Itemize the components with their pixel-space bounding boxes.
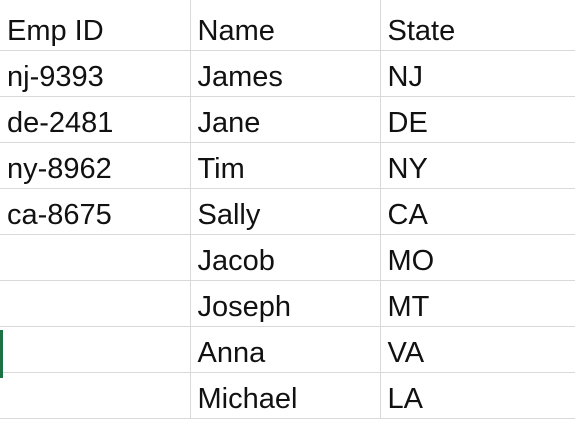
cell-state[interactable]: MT: [380, 280, 575, 327]
cell-name[interactable]: Tim: [190, 142, 381, 189]
cell-emp-id[interactable]: de-2481: [0, 96, 191, 143]
cell-emp-id[interactable]: nj-9393: [0, 50, 191, 97]
cell-state[interactable]: DE: [380, 96, 575, 143]
cell-state[interactable]: CA: [380, 188, 575, 235]
cell-emp-id[interactable]: ny-8962: [0, 142, 191, 189]
table-row: nj-9393 James NJ: [0, 50, 575, 97]
cell-name[interactable]: Michael: [190, 372, 381, 419]
cell-name[interactable]: Jacob: [190, 234, 381, 281]
table-row: Jacob MO: [0, 234, 575, 281]
header-cell-emp-id[interactable]: Emp ID: [0, 0, 191, 51]
cell-state[interactable]: VA: [380, 326, 575, 373]
cell-emp-id[interactable]: [0, 280, 191, 327]
cell-emp-id[interactable]: ca-8675: [0, 188, 191, 235]
table-row: Joseph MT: [0, 280, 575, 327]
data-table: Emp ID Name State nj-9393 James NJ de-24…: [0, 0, 575, 419]
header-cell-state[interactable]: State: [380, 0, 575, 51]
header-row: Emp ID Name State: [0, 0, 575, 51]
table-row: ny-8962 Tim NY: [0, 142, 575, 189]
cell-state[interactable]: NJ: [380, 50, 575, 97]
cell-state[interactable]: MO: [380, 234, 575, 281]
header-cell-name[interactable]: Name: [190, 0, 381, 51]
cell-emp-id[interactable]: [0, 326, 191, 373]
cell-emp-id[interactable]: [0, 234, 191, 281]
selection-indicator: [0, 330, 3, 378]
cell-emp-id[interactable]: [0, 372, 191, 419]
cell-name[interactable]: Sally: [190, 188, 381, 235]
cell-name[interactable]: Jane: [190, 96, 381, 143]
cell-name[interactable]: Joseph: [190, 280, 381, 327]
table-row: Anna VA: [0, 326, 575, 373]
table-row: de-2481 Jane DE: [0, 96, 575, 143]
cell-state[interactable]: LA: [380, 372, 575, 419]
table-row: ca-8675 Sally CA: [0, 188, 575, 235]
table-row: Michael LA: [0, 372, 575, 419]
cell-name[interactable]: Anna: [190, 326, 381, 373]
cell-name[interactable]: James: [190, 50, 381, 97]
cell-state[interactable]: NY: [380, 142, 575, 189]
